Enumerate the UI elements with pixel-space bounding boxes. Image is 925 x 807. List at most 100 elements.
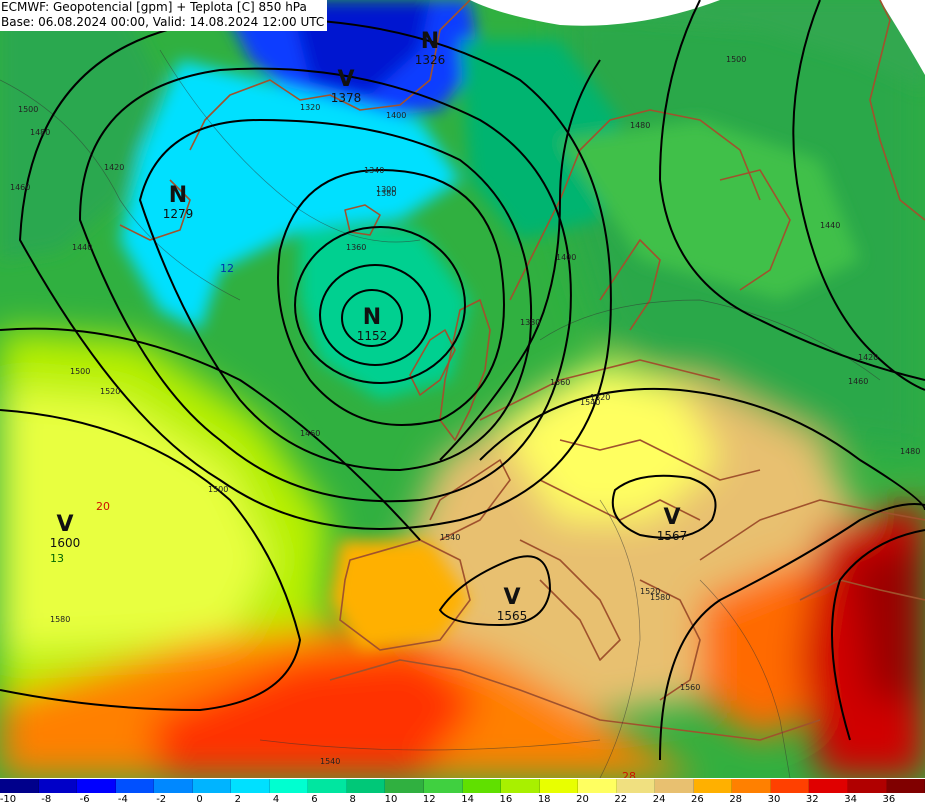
isoline-label: 1500 <box>18 105 38 114</box>
isoline-1460-east <box>658 0 925 381</box>
isoline-label: 1520 <box>100 387 120 396</box>
temperature-label: 20 <box>96 500 110 513</box>
legend-swatch <box>231 779 270 793</box>
legend-tick: 2 <box>234 794 241 805</box>
isoline-label: 1460 <box>848 377 868 386</box>
temperature-label: 13 <box>50 552 64 565</box>
isoline-low-5 <box>138 118 533 472</box>
legend-swatch <box>616 779 656 793</box>
isoline-label: 1540 <box>580 398 600 407</box>
legend-swatch <box>424 779 463 793</box>
field-arctic <box>540 0 925 90</box>
finland-coast <box>719 169 791 291</box>
field-sahara-hot <box>150 650 480 778</box>
legend-swatch <box>848 779 887 793</box>
legend-tick: -10 <box>0 794 17 805</box>
isoline-1420-mid <box>439 59 601 461</box>
border-1 <box>559 439 761 481</box>
pressure-center-letter: V <box>56 512 73 537</box>
map-title: ECMWF: Geopotencial [gpm] + Teplota [C] … <box>1 0 307 14</box>
isoline-label: 1340 <box>364 166 384 175</box>
isoline-label: 1480 <box>900 447 920 456</box>
isoline-low-4 <box>277 168 505 426</box>
norway-coast <box>509 109 761 301</box>
isoline-label: 1360 <box>346 243 366 252</box>
isoline-label: 1480 <box>630 121 650 130</box>
legend-swatch <box>308 779 347 793</box>
sweden-coast <box>599 239 661 331</box>
outside-domain-top <box>470 0 720 26</box>
legend-tick: -4 <box>117 794 128 805</box>
isoline-label: 1460 <box>300 429 320 438</box>
pressure-center-letter: N <box>363 305 381 330</box>
pressure-center-letter: N <box>421 29 439 54</box>
isoline-label: 1420 <box>104 163 124 172</box>
isoline-label: 1580 <box>50 615 70 624</box>
legend-tick: 8 <box>349 794 356 805</box>
legend-tick: 24 <box>652 794 666 805</box>
field-alpine-yellow <box>500 360 720 520</box>
isoline-1560-east <box>831 529 925 741</box>
iceland-coast <box>344 204 381 236</box>
isoline-low-6 <box>78 67 572 503</box>
pressure-center-value: 1600 <box>50 536 81 550</box>
legend-swatch <box>655 779 694 793</box>
isoline-high-1567 <box>611 474 717 539</box>
field-low-center <box>300 230 470 400</box>
map-title-box: ECMWF: Geopotencial [gpm] + Teplota [C] … <box>0 0 328 31</box>
isoline-1540-west <box>0 409 302 712</box>
pressure-center-letter: V <box>663 505 680 530</box>
legend-swatch <box>0 779 39 793</box>
isoline-1540-east <box>659 503 925 761</box>
isoline-label: 1380 <box>376 189 396 198</box>
field-iberia <box>330 540 470 650</box>
legend-tick: 4 <box>272 794 280 805</box>
temperature-label: 12 <box>220 262 234 275</box>
isoline-label: 1580 <box>650 593 670 602</box>
legend-tick: 14 <box>461 794 474 805</box>
legend-tick: 16 <box>499 794 513 805</box>
legend-swatch <box>269 779 309 793</box>
legend-swatch <box>385 779 425 793</box>
thin-line-5 <box>699 579 791 778</box>
italy-coast <box>519 539 621 661</box>
legend-swatch <box>154 779 193 793</box>
isoline-label: 1500 <box>726 55 746 64</box>
thin-isolines <box>0 49 881 778</box>
color-legend <box>0 779 925 793</box>
map-subtitle: Base: 06.08.2024 00:00, Valid: 14.08.202… <box>1 15 325 29</box>
legend-swatch <box>770 779 810 793</box>
thin-line-2 <box>159 49 421 243</box>
legend-swatch <box>501 779 540 793</box>
pressure-center-value: 1152 <box>357 329 388 343</box>
isoline-label: 1500 <box>208 485 228 494</box>
britain-coast <box>439 299 491 441</box>
legend-swatch <box>693 779 733 793</box>
field-scandinavia <box>560 120 860 300</box>
temperature-labels: 20 13 12 28 <box>50 262 636 778</box>
pressure-center-letter: V <box>503 585 520 610</box>
pressure-center-letter: V <box>337 67 354 92</box>
outside-domain-corner <box>880 0 925 75</box>
thin-line-6 <box>259 739 601 751</box>
legend-tick: -6 <box>79 794 90 805</box>
legend-tick: 0 <box>196 794 203 805</box>
legend-tick: 26 <box>691 794 704 805</box>
isoline-1500 <box>0 327 421 541</box>
isoline-high-1565 <box>438 555 552 627</box>
pressure-center-value: 1326 <box>415 53 446 67</box>
isoline-label: 1380 <box>520 318 540 327</box>
temperature-label: 28 <box>622 770 636 778</box>
legend-swatch <box>38 779 78 793</box>
legend-tick: 32 <box>805 794 819 805</box>
greenland-south-coast <box>119 179 191 241</box>
isoline-label: 1520 <box>590 393 610 402</box>
field-norwegian-sea <box>460 40 620 240</box>
isoline-label: 1320 <box>300 103 320 112</box>
isoline-label: 1440 <box>72 243 92 252</box>
france-west-coast <box>429 459 511 541</box>
legend-swatch <box>886 779 925 793</box>
